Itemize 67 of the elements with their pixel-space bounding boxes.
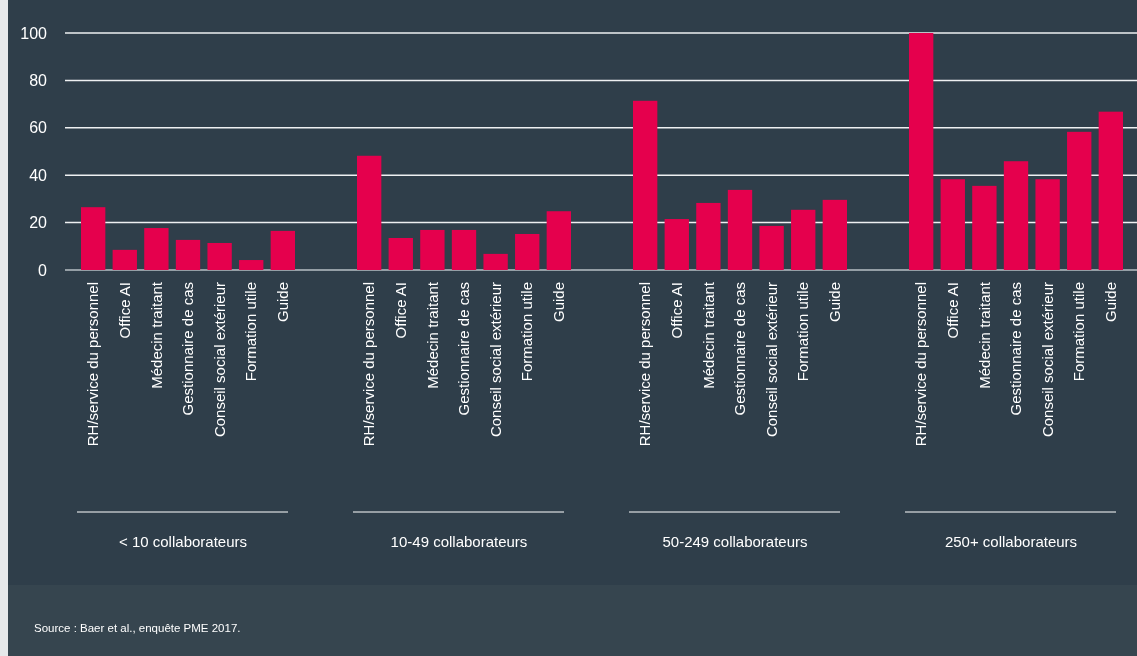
x-tick-label: Guide [274,282,292,323]
x-tick-label: RH/service du personnel [912,282,930,447]
y-tick-label: 20 [29,214,48,232]
bar [1098,111,1123,270]
bar [972,185,997,270]
x-tick-label: Gestionnaire de cas [455,282,473,416]
bar [759,225,784,270]
x-tick-label: Gestionnaire de cas [1007,282,1025,416]
x-tick-label: Conseil social extérieur [210,282,228,438]
bar [420,229,445,270]
x-tick-label: Conseil social extérieur [1038,282,1056,438]
bar [357,155,382,270]
x-tick-label: Médecin traitant [699,281,717,389]
x-tick-label: Gestionnaire de cas [731,282,749,416]
source-note: Source : Baer et al., enquête PME 2017. [34,622,241,635]
bar [822,199,847,270]
bar [451,229,477,270]
x-tick-label: Conseil social extérieur [762,282,780,438]
x-tick-label: RH/service du personnel [84,282,102,447]
x-tick-label: Guide [826,282,844,323]
x-tick-label: RH/service du personnel [636,282,654,447]
bar [696,202,721,270]
bar [633,100,658,270]
bar [207,242,232,270]
x-tick-label: Guide [1102,282,1120,323]
x-axis-title: 10-49 collaborateurs [390,533,528,551]
x-axis-title: < 10 collaborateurs [119,533,247,551]
x-tick-label: Formation utile [1070,282,1088,382]
y-tick-label: 0 [38,261,48,279]
y-tick-label: 100 [20,24,48,42]
x-tick-label: RH/service du personnel [360,282,378,447]
x-axis-title: 250+ collaborateurs [944,533,1078,551]
y-tick-label: 80 [29,72,48,89]
x-tick-label: Guide [550,282,568,323]
x-axis-title: 50-249 collaborateurs [662,533,808,551]
bar [664,219,689,270]
x-tick-label: Gestionnaire de cas [179,282,197,416]
bar [1003,161,1029,270]
bar [791,209,816,270]
bar [483,253,508,270]
x-tick-label: Formation utile [242,282,260,382]
bar [175,239,201,270]
bar [515,233,540,270]
bar [1035,179,1060,270]
x-tick-label: Office AI [116,282,134,339]
bar [239,260,264,270]
x-tick-label: Conseil social extérieur [486,282,504,438]
y-tick-label: 60 [29,119,48,137]
bar [81,207,106,270]
x-tick-label: Office AI [392,282,410,339]
x-tick-label: Office AI [668,282,686,339]
bar [270,230,295,270]
y-tick-label: 40 [29,166,48,184]
bar [727,189,753,270]
bar [1067,131,1092,270]
x-tick-label: Formation utile [794,282,812,382]
x-tick-label: Formation utile [518,282,536,382]
bar [909,33,934,270]
x-tick-label: Médecin traitant [147,281,165,389]
x-tick-label: Office AI [944,282,962,339]
bar [546,211,571,270]
x-tick-label: Médecin traitant [975,281,993,389]
bar [940,179,965,270]
bar [388,238,413,270]
bar [144,228,169,270]
bar [112,249,137,270]
x-tick-label: Médecin traitant [423,281,441,389]
